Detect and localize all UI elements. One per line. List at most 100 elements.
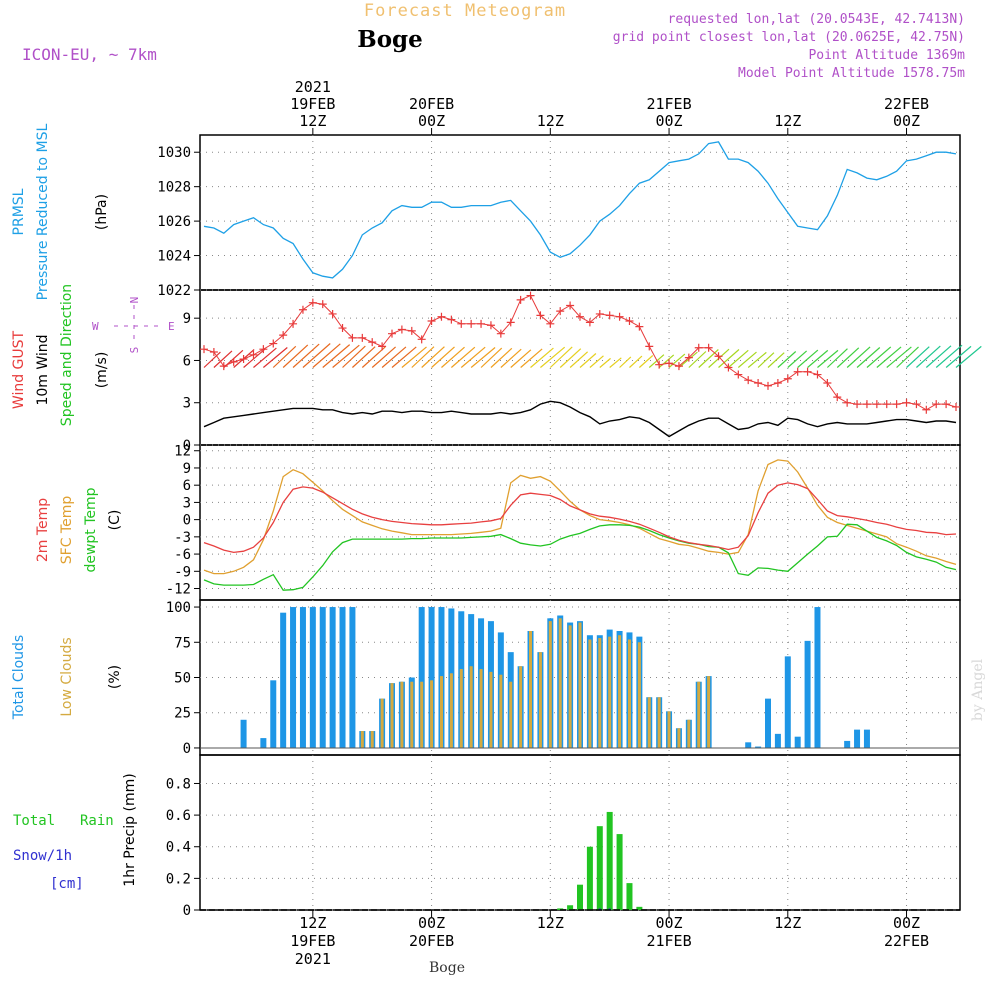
wind-arrow: [530, 347, 554, 368]
gust-marker: [932, 400, 941, 409]
label-2m-temp: 2m Temp: [35, 498, 51, 562]
wind-arrow: [411, 346, 435, 368]
top-hour-label: 00Z: [418, 112, 445, 130]
low-cloud-bar: [618, 635, 622, 748]
wind-arrow: [945, 345, 972, 368]
low-cloud-bar: [499, 674, 503, 748]
low-cloud-bar: [529, 631, 533, 748]
wind-arrow: [599, 357, 611, 368]
compass-north: N: [128, 297, 141, 304]
low-cloud-bar: [687, 719, 691, 748]
wind-arrow: [540, 346, 566, 368]
total-cloud-bar: [349, 607, 356, 748]
top-date-label: 19FEB: [290, 95, 335, 113]
total-cloud-bar: [290, 607, 297, 748]
wind-arrow: [589, 355, 604, 368]
wind-arrow: [292, 343, 320, 368]
gust-marker: [536, 311, 545, 320]
low-cloud-bar: [647, 697, 651, 748]
low-cloud-bar: [360, 731, 364, 748]
gust-marker: [585, 318, 594, 327]
label-hpa: (hPa): [94, 194, 110, 230]
bottom-year-label: 2021: [295, 950, 331, 968]
grid-layer: [200, 135, 960, 911]
wind-arrow: [441, 346, 465, 368]
low-cloud-bar: [657, 697, 661, 748]
top-date-label: 21FEB: [646, 95, 691, 113]
wind-arrow: [807, 349, 829, 368]
total-cloud-bar: [784, 656, 791, 748]
low-cloud-bar: [439, 676, 443, 748]
wind-arrow: [361, 346, 386, 368]
wind-arrow: [490, 347, 513, 368]
y-tick-label: 25: [174, 706, 191, 722]
wind-arrow: [549, 346, 573, 368]
total-cloud-bar: [418, 607, 425, 748]
label-speed-direction: Speed and Direction: [59, 284, 75, 426]
gust-marker: [942, 400, 951, 409]
y-tick-label: 50: [174, 671, 191, 687]
rain-bar: [606, 811, 613, 910]
rain-bar: [616, 834, 623, 910]
low-cloud-bar: [410, 681, 414, 748]
gust-marker: [397, 325, 406, 334]
model-label: ICON-EU, ~ 7km: [22, 45, 157, 64]
top-hour-label: 12Z: [299, 112, 326, 130]
gust-marker: [328, 309, 337, 318]
wind-arrow: [638, 355, 654, 368]
gust-marker: [744, 376, 753, 385]
y-tick-label: 1024: [157, 249, 191, 265]
low-cloud-bar: [449, 673, 453, 748]
model-altitude: Model Point Altitude 1578.75m: [738, 66, 965, 81]
gust-marker: [358, 333, 367, 342]
wind-speed-line: [203, 400, 957, 438]
gust-marker: [615, 312, 624, 321]
gust-marker: [318, 300, 327, 309]
wind-arrow: [698, 349, 719, 368]
label-1hr-precip: 1hr Precip (mm): [122, 773, 138, 886]
wind-arrow: [658, 354, 675, 368]
wind-arrow: [253, 347, 277, 368]
gust-marker: [229, 357, 238, 366]
gust-marker: [447, 315, 456, 324]
gust-marker: [952, 402, 960, 411]
gust-marker: [259, 345, 268, 354]
gust-marker: [417, 335, 426, 344]
y-tick-label: -12: [166, 582, 191, 598]
wind-arrow: [737, 351, 757, 368]
gust-marker: [754, 379, 763, 387]
label-sfc-temp: SFC Temp: [59, 496, 75, 565]
wind-arrow: [401, 346, 427, 368]
wind-arrow: [352, 346, 376, 368]
wind-arrow: [431, 346, 455, 368]
wind-arrow: [213, 350, 233, 368]
low-cloud-bar: [548, 621, 552, 748]
top-hour-label: 00Z: [656, 112, 683, 130]
wind-arrow: [559, 348, 582, 368]
gust-marker: [783, 374, 792, 383]
wind-arrow: [629, 355, 643, 368]
gust-marker: [902, 398, 911, 407]
total-cloud-bar: [260, 738, 267, 748]
total-cloud-bar: [270, 680, 277, 748]
gust-marker: [892, 400, 901, 409]
bottom-date-label: 19FEB: [290, 932, 335, 950]
gust-marker: [219, 362, 228, 371]
total-cloud-bar: [745, 742, 752, 748]
rain-bar: [567, 905, 574, 910]
y-tick-label: 75: [174, 635, 191, 651]
y-tick-label: 3: [183, 495, 191, 511]
gust-marker: [843, 398, 852, 407]
y-tick-label: 100: [166, 600, 191, 616]
y-tick-label: -3: [174, 530, 191, 546]
gust-marker: [209, 348, 218, 356]
gust-marker: [833, 393, 842, 402]
gust-marker: [882, 400, 891, 409]
requested-coords: requested lon,lat (20.0543E, 42.7413N): [668, 12, 965, 27]
gust-marker: [200, 345, 208, 354]
total-cloud-bar: [765, 698, 771, 748]
total-cloud-bar: [319, 607, 326, 748]
total-cloud-bar: [329, 607, 336, 748]
wind-arrow: [569, 351, 589, 368]
low-cloud-bar: [608, 636, 612, 748]
